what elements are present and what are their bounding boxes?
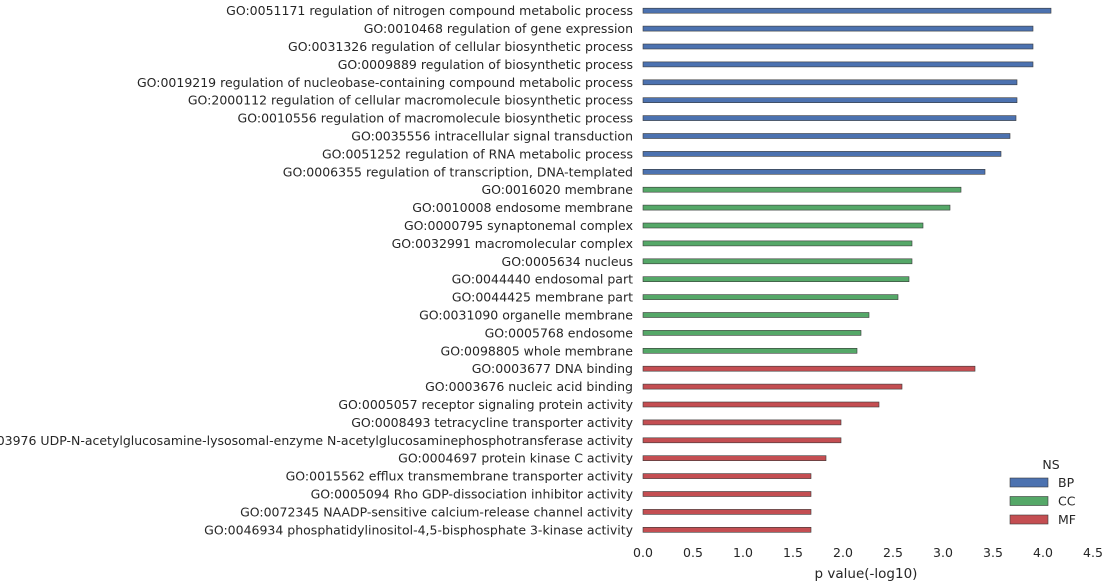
category-label: GO:0072345 NAADP-sensitive calcium-relea… <box>240 504 634 519</box>
x-tick-label: 0.0 <box>633 545 653 560</box>
category-label: GO:0004697 protein kinase C activity <box>398 451 633 466</box>
bar-mf <box>642 473 812 479</box>
bar-mf <box>642 383 903 390</box>
category-label: GO:0035556 intracellular signal transduc… <box>351 129 633 144</box>
category-label: GO:0003976 UDP-N-acetylglucosamine-lysos… <box>0 433 634 448</box>
bar-mf <box>642 509 812 515</box>
category-label: GO:0015562 efflux transmembrane transpor… <box>286 469 634 484</box>
category-label: GO:0003677 DNA binding <box>472 361 633 376</box>
bar-bp <box>642 133 1011 139</box>
bar-cc <box>642 330 862 336</box>
category-label: GO:0003676 nucleic acid binding <box>425 379 633 394</box>
category-label: GO:0010468 regulation of gene expression <box>364 21 633 36</box>
bar-cc <box>642 186 962 193</box>
category-label: GO:0008493 tetracycline transporter acti… <box>351 415 633 430</box>
bar-cc <box>642 204 951 211</box>
legend-entries: BP CC MF <box>1009 475 1076 527</box>
category-labels: GO:0051171 regulation of nitrogen compou… <box>0 3 634 537</box>
category-label: GO:0009889 regulation of biosynthetic pr… <box>338 57 633 72</box>
category-label: GO:0044425 membrane part <box>452 290 633 305</box>
legend-swatch-mf <box>1009 514 1049 525</box>
legend-swatch-bp <box>1009 477 1049 488</box>
category-label: GO:0032991 macromolecular complex <box>392 236 633 251</box>
category-label: GO:0010556 regulation of macromolecule b… <box>238 111 633 126</box>
bar-cc <box>642 258 913 265</box>
legend-title: NS <box>1042 457 1059 472</box>
bar-mf <box>642 365 976 372</box>
category-label: GO:0005094 Rho GDP-dissociation inhibito… <box>311 487 634 502</box>
bar-mf <box>642 437 842 444</box>
bar-bp <box>642 151 1002 157</box>
category-label: GO:0019219 regulation of nucleobase-cont… <box>137 75 633 90</box>
bar-mf <box>642 526 812 533</box>
x-tick-label: 3.0 <box>933 545 953 560</box>
category-label: GO:0031326 regulation of cellular biosyn… <box>288 39 633 54</box>
bar-cc <box>642 276 910 283</box>
bar-bp <box>642 7 1052 14</box>
category-label: GO:0005634 nucleus <box>502 254 633 269</box>
x-tick-label: 2.0 <box>833 545 853 560</box>
category-label: GO:0010008 endosome membrane <box>412 200 633 215</box>
x-tick-labels: 0.0 0.5 1.0 1.5 2.0 2.5 3.0 3.5 4.0 4.5 <box>633 545 1103 560</box>
bars-group <box>642 7 1052 533</box>
x-tick-label: 0.5 <box>683 545 703 560</box>
x-axis-title: p value(-log10) <box>815 566 918 582</box>
category-label: GO:0046934 phosphatidylinositol-4,5-bisp… <box>204 522 633 537</box>
bar-bp <box>642 169 986 175</box>
x-tick-label: 2.5 <box>883 545 903 560</box>
x-tick-label: 1.0 <box>733 545 753 560</box>
category-label: GO:0051252 regulation of RNA metabolic p… <box>322 146 633 161</box>
legend-label-bp: BP <box>1058 475 1075 490</box>
category-label: GO:0016020 membrane <box>481 182 633 197</box>
bar-cc <box>642 294 899 300</box>
category-label: GO:0005768 endosome <box>485 325 634 340</box>
bar-mf <box>642 455 827 462</box>
category-label: GO:0000795 synaptonemal complex <box>404 218 633 233</box>
x-tick-label: 4.0 <box>1033 545 1053 560</box>
bar-mf <box>642 491 812 497</box>
bar-cc <box>642 312 870 318</box>
bar-bp <box>642 97 1018 103</box>
category-label: GO:0005057 receptor signaling protein ac… <box>338 397 633 412</box>
bar-mf <box>642 419 842 426</box>
category-label: GO:2000112 regulation of cellular macrom… <box>188 93 633 108</box>
bar-bp <box>642 25 1034 32</box>
legend-label-mf: MF <box>1058 512 1076 527</box>
bar-bp <box>642 115 1017 121</box>
bar-bp <box>642 79 1018 86</box>
plot-area: GO:0051171 regulation of nitrogen compou… <box>0 3 1052 537</box>
legend-swatch-cc <box>1009 496 1049 506</box>
bar-cc <box>642 240 913 247</box>
x-tick-label: 1.5 <box>783 545 803 560</box>
legend: NS BP CC MF <box>1009 457 1076 527</box>
x-axis: 0.0 0.5 1.0 1.5 2.0 2.5 3.0 3.5 4.0 4.5 p value(-… <box>633 545 1103 582</box>
bar-bp <box>642 43 1034 50</box>
legend-label-cc: CC <box>1058 494 1076 509</box>
category-label: GO:0044440 endosomal part <box>452 272 634 287</box>
x-tick-label: 4.5 <box>1083 545 1103 560</box>
category-label: GO:0006355 regulation of transcription, … <box>283 164 633 179</box>
category-label: GO:0098805 whole membrane <box>441 343 634 358</box>
bar-mf <box>642 401 880 408</box>
x-tick-label: 3.5 <box>983 545 1003 560</box>
category-label: GO:0031090 organelle membrane <box>419 308 633 323</box>
bar-cc <box>642 347 858 354</box>
category-label: GO:0051171 regulation of nitrogen compou… <box>226 3 633 18</box>
bar-bp <box>642 61 1034 68</box>
bar-cc <box>642 222 924 229</box>
